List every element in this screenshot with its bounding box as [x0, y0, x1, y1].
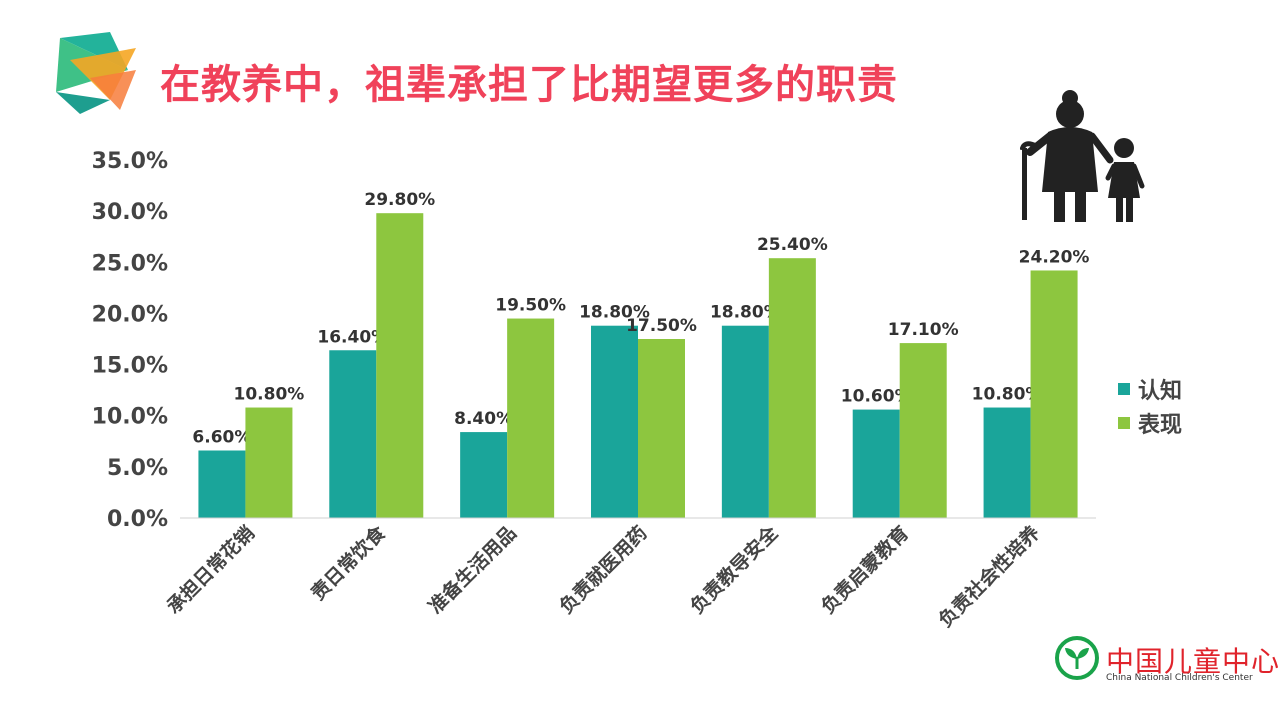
origami-logo-icon: [56, 32, 136, 114]
page-title: 在教养中，祖辈承担了比期望更多的职责: [160, 62, 898, 108]
sprout-logo-icon: [1055, 636, 1099, 680]
x-tick-label: 负责启蒙教育: [816, 521, 913, 618]
bar-series2: [899, 343, 947, 518]
x-tick-label: 负责社会性培养: [934, 521, 1044, 631]
bar-series2: [376, 213, 424, 518]
legend-item-series1: 认知: [1118, 372, 1182, 406]
bar-series1: [983, 407, 1031, 518]
y-tick-label: 5.0%: [107, 456, 168, 481]
x-tick-label: 负责就医用药: [555, 521, 652, 618]
y-tick-label: 20.0%: [92, 302, 168, 327]
data-label: 24.20%: [1019, 247, 1090, 267]
bar-series2: [638, 339, 685, 518]
y-tick-label: 15.0%: [92, 354, 168, 379]
legend-label-series2: 表现: [1138, 413, 1183, 438]
bar-series1: [329, 350, 377, 518]
bar-series2: [1030, 270, 1078, 518]
data-label: 29.80%: [364, 190, 435, 210]
bar-series1: [852, 409, 900, 518]
bar-series1: [460, 432, 508, 518]
legend-item-series2: 表现: [1118, 406, 1182, 440]
data-label: 17.50%: [626, 316, 697, 336]
x-tick-label: 准备生活用品: [424, 521, 521, 618]
data-label: 19.50%: [495, 296, 566, 316]
y-tick-label: 0.0%: [107, 507, 168, 532]
bar-series2: [507, 318, 555, 518]
data-label: 18.80%: [579, 303, 650, 323]
logo-name-cn: 中国儿童中心: [1106, 645, 1280, 678]
data-label: 16.40%: [317, 327, 388, 347]
legend-label-series1: 认知: [1138, 379, 1183, 404]
y-tick-label: 10.0%: [92, 405, 168, 430]
data-label: 10.80%: [972, 385, 1043, 405]
chart-legend: 认知 表现: [1118, 372, 1182, 440]
logo-name-en: China National Children's Center: [1106, 673, 1253, 683]
data-label: 6.60%: [192, 427, 251, 447]
data-label: 17.10%: [888, 320, 959, 340]
data-label: 18.80%: [710, 303, 781, 323]
y-tick-label: 25.0%: [92, 251, 168, 276]
x-tick-label: 承担日常花销: [162, 521, 259, 618]
data-label: 25.40%: [757, 235, 828, 255]
bar-series1: [591, 325, 638, 518]
data-label: 10.60%: [841, 387, 912, 407]
data-label: 8.40%: [454, 409, 513, 429]
legend-swatch-series1: [1118, 383, 1130, 395]
data-label: 10.80%: [234, 385, 305, 405]
y-tick-label: 35.0%: [92, 149, 168, 174]
x-tick-label: 责日常饮食: [306, 521, 390, 605]
y-tick-label: 30.0%: [92, 200, 168, 225]
legend-swatch-series2: [1118, 417, 1130, 429]
bar-series2: [768, 258, 816, 518]
bar-series1: [721, 325, 769, 518]
bar-series1: [198, 450, 246, 518]
bar-series2: [245, 407, 293, 518]
x-tick-label: 负责教导安全: [686, 521, 784, 619]
grandparent-child-icon: [1020, 90, 1145, 222]
